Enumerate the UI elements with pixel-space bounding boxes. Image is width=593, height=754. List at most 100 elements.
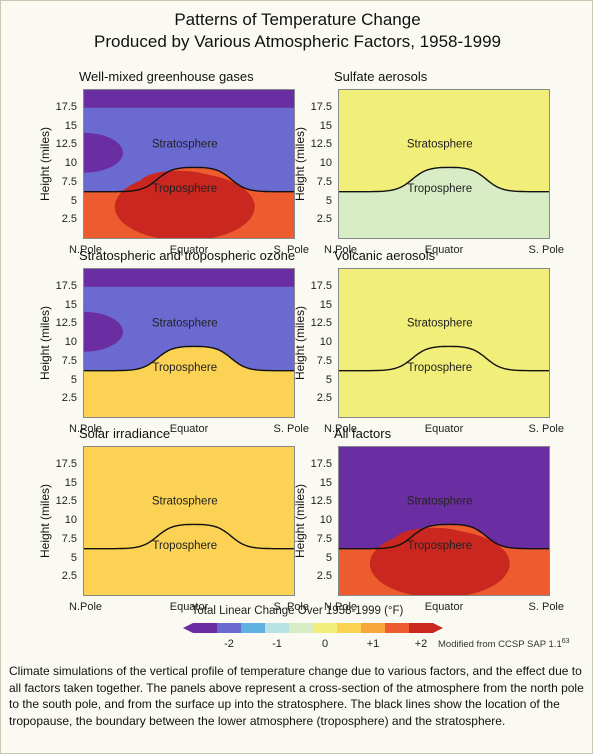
troposphere-label: Troposphere bbox=[407, 183, 472, 195]
x-tick-label: Equator bbox=[424, 423, 464, 435]
troposphere-label: Troposphere bbox=[152, 362, 217, 374]
y-tick-label: 17.5 bbox=[55, 100, 77, 113]
y-tick-label: 7.5 bbox=[61, 354, 77, 367]
troposphere-region bbox=[338, 346, 550, 418]
y-tick-label: 17.5 bbox=[55, 279, 77, 292]
troposphere-label: Troposphere bbox=[407, 362, 472, 374]
panel-plot: Stratosphere Troposphere bbox=[83, 89, 295, 239]
panel-plot: Stratosphere Troposphere bbox=[338, 446, 550, 596]
colorbar-tick-label: +1 bbox=[367, 638, 380, 650]
colorbar-swatch bbox=[337, 623, 361, 633]
panel-title: Solar irradiance bbox=[79, 426, 171, 441]
x-tick-label: Equator bbox=[169, 601, 209, 613]
y-tick-label: 12.5 bbox=[55, 317, 77, 330]
colorbar-tick-label: -1 bbox=[272, 638, 282, 650]
y-tick-label: 17.5 bbox=[310, 100, 332, 113]
colorbar-swatch bbox=[193, 623, 217, 633]
figure-title-line2: Produced by Various Atmospheric Factors,… bbox=[94, 32, 501, 51]
figure-caption: Climate simulations of the vertical prof… bbox=[9, 664, 584, 728]
y-tick-label: 12.5 bbox=[55, 138, 77, 151]
upper-stratosphere-band bbox=[83, 268, 295, 287]
stratosphere-label: Stratosphere bbox=[407, 318, 473, 330]
tropopause-line bbox=[338, 166, 550, 193]
troposphere-label: Troposphere bbox=[152, 540, 217, 552]
colorbar-tick-label: 0 bbox=[322, 638, 328, 650]
y-tick-label: 15 bbox=[319, 119, 332, 132]
stratosphere-label: Stratosphere bbox=[152, 139, 218, 151]
x-tick-label: S. Pole bbox=[528, 423, 564, 435]
x-tick-label: N.Pole bbox=[324, 601, 358, 613]
x-tick-label: N.Pole bbox=[324, 423, 358, 435]
stratosphere-label: Stratosphere bbox=[407, 139, 473, 151]
panel-frame bbox=[83, 89, 295, 239]
panel-plot: Stratosphere Troposphere bbox=[83, 446, 295, 596]
y-tick-label: 10 bbox=[64, 514, 77, 526]
y-tick-label: 5 bbox=[70, 551, 77, 564]
y-tick-label: 10 bbox=[319, 336, 332, 348]
colorbar-swatch bbox=[313, 623, 337, 633]
y-tick-label: 5 bbox=[70, 373, 77, 386]
stratosphere-label: Stratosphere bbox=[152, 496, 218, 508]
troposphere-region bbox=[83, 346, 295, 418]
panel-title: Well-mixed greenhouse gases bbox=[79, 69, 254, 84]
y-tick-label: 7.5 bbox=[61, 175, 77, 188]
y-tick-label: 2.5 bbox=[316, 392, 332, 405]
credit-text: Modified from CCSP SAP 1.163 bbox=[438, 638, 570, 650]
x-tick-label: Equator bbox=[424, 601, 464, 613]
y-tick-label: 17.5 bbox=[310, 279, 332, 292]
y-tick-label: 15 bbox=[319, 298, 332, 311]
y-tick-label: 15 bbox=[64, 476, 77, 489]
colorbar-swatch bbox=[289, 623, 313, 633]
colorbar-swatch bbox=[265, 623, 289, 633]
y-tick-label: 10 bbox=[64, 157, 77, 169]
y-tick-label: 7.5 bbox=[316, 175, 332, 188]
panel-plot: Stratosphere Troposphere bbox=[83, 268, 295, 418]
tropopause-line bbox=[338, 345, 550, 372]
colorbar-swatch bbox=[361, 623, 385, 633]
y-tick-label: 5 bbox=[70, 194, 77, 207]
stratosphere-label: Stratosphere bbox=[152, 318, 218, 330]
y-tick-label: 10 bbox=[64, 336, 77, 348]
troposphere-label: Troposphere bbox=[152, 183, 217, 195]
credit-superscript: 63 bbox=[561, 638, 570, 645]
colorbar-tick-label: +2 bbox=[415, 638, 428, 650]
y-tick-label: 2.5 bbox=[316, 213, 332, 226]
colorbar-swatch bbox=[241, 623, 265, 633]
colorbar-swatch bbox=[217, 623, 241, 633]
polar-anomaly bbox=[83, 311, 123, 352]
panel-plot: Stratosphere Troposphere bbox=[338, 268, 550, 418]
y-tick-label: 2.5 bbox=[61, 213, 77, 226]
y-tick-label: 7.5 bbox=[316, 354, 332, 367]
colorbar-max-arrow bbox=[433, 623, 443, 633]
y-tick-label: 15 bbox=[64, 119, 77, 132]
colorbar-title: Total Linear Change Over 1958-1999 (°F) bbox=[191, 605, 404, 617]
y-tick-label: 12.5 bbox=[55, 495, 77, 508]
y-tick-label: 10 bbox=[319, 514, 332, 526]
polar-anomaly bbox=[338, 489, 378, 530]
credit-label: Modified from CCSP SAP 1.1 bbox=[438, 639, 562, 651]
y-tick-label: 2.5 bbox=[316, 570, 332, 583]
panel-title: Stratospheric and tropospheric ozone bbox=[79, 248, 296, 263]
y-tick-label: 17.5 bbox=[310, 457, 332, 470]
panel-frame bbox=[83, 268, 295, 418]
x-tick-label: S. Pole bbox=[273, 244, 309, 256]
y-tick-label: 7.5 bbox=[316, 532, 332, 545]
x-tick-label: N.Pole bbox=[324, 244, 358, 256]
troposphere-region bbox=[83, 524, 295, 596]
stratosphere-label: Stratosphere bbox=[407, 496, 473, 508]
x-tick-label: S. Pole bbox=[273, 423, 309, 435]
y-tick-label: 5 bbox=[325, 373, 332, 386]
x-tick-label: N.Pole bbox=[69, 244, 103, 256]
x-tick-label: Equator bbox=[424, 244, 464, 256]
colorbar-swatch bbox=[385, 623, 409, 633]
figure-title-line1: Patterns of Temperature Change bbox=[174, 10, 421, 29]
tropopause-line bbox=[83, 166, 295, 193]
y-tick-label: 15 bbox=[64, 298, 77, 311]
x-tick-label: S. Pole bbox=[273, 601, 309, 613]
panel-plot: Stratosphere Troposphere bbox=[338, 89, 550, 239]
x-tick-label: N.Pole bbox=[69, 601, 103, 613]
tropopause-line bbox=[83, 345, 295, 372]
x-tick-label: S. Pole bbox=[528, 244, 564, 256]
panel-title: All factors bbox=[334, 426, 392, 441]
